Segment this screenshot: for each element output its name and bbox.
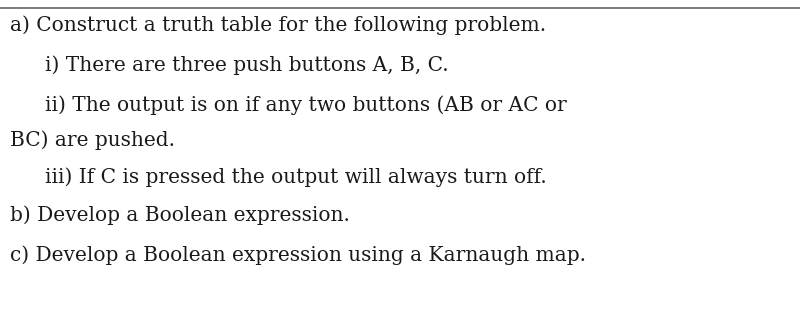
Text: b) Develop a Boolean expression.: b) Develop a Boolean expression.: [10, 205, 350, 225]
Text: ii) The output is on if any two buttons (AB or AC or: ii) The output is on if any two buttons …: [45, 95, 566, 115]
Text: iii) If C is pressed the output will always turn off.: iii) If C is pressed the output will alw…: [45, 168, 546, 187]
Text: BC) are pushed.: BC) are pushed.: [10, 130, 175, 150]
Text: c) Develop a Boolean expression using a Karnaugh map.: c) Develop a Boolean expression using a …: [10, 245, 586, 265]
Text: a) Construct a truth table for the following problem.: a) Construct a truth table for the follo…: [10, 15, 546, 35]
Text: i) There are three push buttons A, B, C.: i) There are three push buttons A, B, C.: [45, 55, 449, 75]
